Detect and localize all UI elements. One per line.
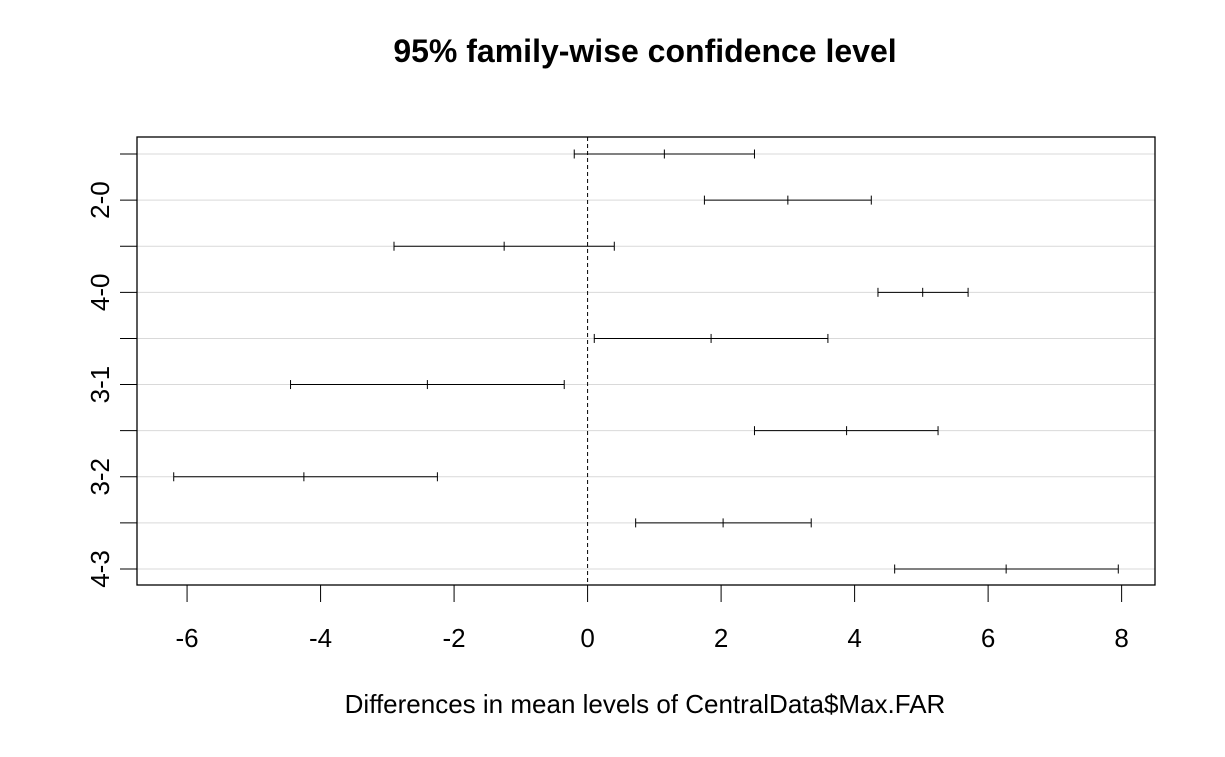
x-axis: -6 -4 -2 0 2 4 6 8 [176, 584, 1129, 653]
x-tick-label: 8 [1114, 623, 1128, 653]
x-tick-label: 0 [580, 623, 594, 653]
y-tick-label: 4-3 [85, 550, 115, 588]
y-axis: 2-0 4-0 3-1 3-2 4-3 [85, 153, 137, 588]
y-tick-label: 3-2 [85, 458, 115, 496]
x-axis-label: Differences in mean levels of CentralDat… [345, 689, 946, 719]
y-tick-label: 3-1 [85, 366, 115, 404]
y-tick-label: 2-0 [85, 181, 115, 219]
plot-frame [136, 136, 1156, 586]
x-tick-label: -4 [309, 623, 332, 653]
confidence-intervals [173, 149, 1119, 574]
y-tick-label: 4-0 [85, 274, 115, 312]
grid-lines [137, 153, 1155, 570]
x-tick-label: -2 [443, 623, 466, 653]
x-tick-label: 6 [981, 623, 995, 653]
x-tick-label: 4 [847, 623, 861, 653]
x-tick-label: 2 [714, 623, 728, 653]
x-tick-label: -6 [176, 623, 199, 653]
chart-title: 95% family-wise confidence level [393, 33, 896, 69]
